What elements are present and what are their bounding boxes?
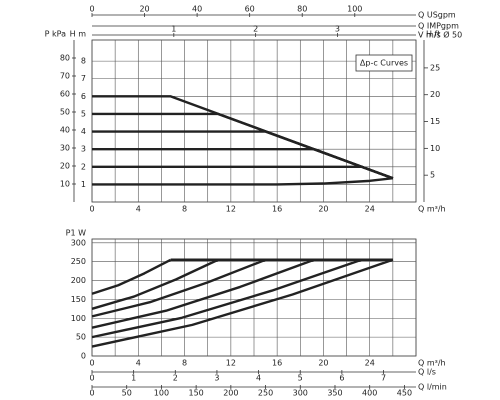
x-tick-label: 4 — [136, 205, 141, 214]
y-tick-label: 300 — [71, 238, 86, 247]
y-tick-label: 3 — [81, 145, 86, 154]
y-tick-label: 200 — [71, 276, 86, 285]
secondary-tick-label: 200 — [223, 389, 238, 398]
curve — [91, 258, 172, 295]
secondary-tick-label: 6 — [339, 374, 344, 383]
x-tick-label: 12 — [226, 205, 236, 214]
curve — [91, 258, 315, 329]
y3-tick-label: 10 — [60, 180, 70, 189]
secondary-tick-label: 250 — [258, 389, 273, 398]
y3-tick-label: 30 — [60, 144, 70, 153]
y-tick-label: 7 — [81, 74, 86, 83]
x-tick-label: 0 — [89, 205, 94, 214]
curve — [91, 258, 267, 318]
curve — [92, 112, 394, 180]
secondary-tick-label: 4 — [256, 374, 261, 383]
y-tick-label: 50 — [76, 333, 86, 342]
y-axis-label: H m — [70, 30, 87, 39]
secondary-axis-label: Q l/min — [418, 383, 447, 392]
x-tick-label: 20 — [318, 359, 328, 368]
y3-tick-label: 70 — [60, 72, 70, 81]
x-tick-label: 16 — [272, 205, 282, 214]
y2-tick-label: 25 — [430, 63, 440, 72]
y2-tick-label: 20 — [430, 90, 440, 99]
secondary-tick-label: 0 — [89, 5, 94, 14]
y-tick-label: 2 — [81, 162, 86, 171]
secondary-tick-label: 0 — [89, 389, 94, 398]
x-tick-label: 0 — [89, 359, 94, 368]
secondary-tick-label: 2 — [173, 374, 178, 383]
secondary-tick-label: 350 — [327, 389, 342, 398]
x-tick-label: 24 — [365, 359, 375, 368]
x-tick-label: 20 — [318, 205, 328, 214]
curve — [91, 258, 219, 310]
y3-axis-label: P kPa — [45, 30, 66, 39]
y3-tick-label: 50 — [60, 108, 70, 117]
secondary-tick-label: 50 — [122, 389, 132, 398]
x-tick-label: 24 — [365, 205, 375, 214]
x-tick-label: 12 — [226, 359, 236, 368]
x-axis-label: Q m³/h — [418, 205, 446, 214]
y2-tick-label: 15 — [430, 117, 440, 126]
secondary-axis-label: Q IMPgpm — [418, 22, 459, 31]
secondary-tick-label: 300 — [293, 389, 308, 398]
x-tick-label: 4 — [136, 359, 141, 368]
curve — [92, 130, 394, 180]
x-axis-label: Q m³/h — [418, 359, 446, 368]
x-tick-label: 16 — [272, 359, 282, 368]
curve — [91, 258, 363, 339]
secondary-tick-label: 100 — [154, 389, 169, 398]
x-tick-label: 8 — [182, 205, 187, 214]
y2-tick-label: 5 — [430, 171, 435, 180]
y3-tick-label: 20 — [60, 162, 70, 171]
secondary-tick-label: 400 — [362, 389, 377, 398]
y-tick-label: 100 — [71, 314, 86, 323]
y-tick-label: 0 — [81, 352, 86, 361]
y-tick-label: 8 — [81, 57, 86, 66]
secondary-tick-label: 80 — [297, 5, 307, 14]
secondary-tick-label: 5 — [298, 374, 303, 383]
secondary-tick-label: 1 — [131, 374, 136, 383]
curve — [91, 258, 394, 348]
curve — [92, 147, 394, 180]
secondary-tick-label: 20 — [139, 5, 149, 14]
secondary-tick-label: 150 — [188, 389, 203, 398]
y-tick-label: 150 — [71, 295, 86, 304]
secondary-tick-label: 3 — [214, 374, 219, 383]
secondary-tick-label: 7 — [381, 374, 386, 383]
secondary-axis-label: V m/s Ø 50 — [418, 30, 462, 40]
y3-tick-label: 80 — [60, 54, 70, 63]
secondary-tick-label: 40 — [192, 5, 202, 14]
y-tick-label: 250 — [71, 257, 86, 266]
annotation: Δp-c Curves — [360, 59, 408, 68]
secondary-tick-label: 2 — [253, 25, 258, 34]
annotation-box — [355, 54, 413, 72]
y2-tick-label: 10 — [430, 144, 440, 153]
y-tick-label: 4 — [81, 127, 86, 136]
secondary-tick-label: 3 — [335, 25, 340, 34]
curve — [92, 177, 393, 186]
y-tick-label: 6 — [81, 92, 86, 101]
secondary-axis-label: Q l/s — [418, 368, 436, 377]
y-axis-label: P1 W — [66, 229, 86, 238]
y3-tick-label: 60 — [60, 90, 70, 99]
curve — [92, 165, 394, 180]
y-tick-label: 1 — [81, 180, 86, 189]
secondary-axis-label: Q USgpm — [418, 11, 456, 20]
secondary-tick-label: 1 — [171, 25, 176, 34]
secondary-tick-label: 100 — [347, 5, 362, 14]
x-tick-label: 8 — [182, 359, 187, 368]
secondary-tick-label: 0 — [89, 374, 94, 383]
secondary-tick-label: 60 — [245, 5, 255, 14]
y2-axis-label: H ft — [426, 30, 440, 39]
secondary-tick-label: 450 — [397, 389, 412, 398]
y-tick-label: 5 — [81, 109, 86, 118]
y3-tick-label: 40 — [60, 126, 70, 135]
